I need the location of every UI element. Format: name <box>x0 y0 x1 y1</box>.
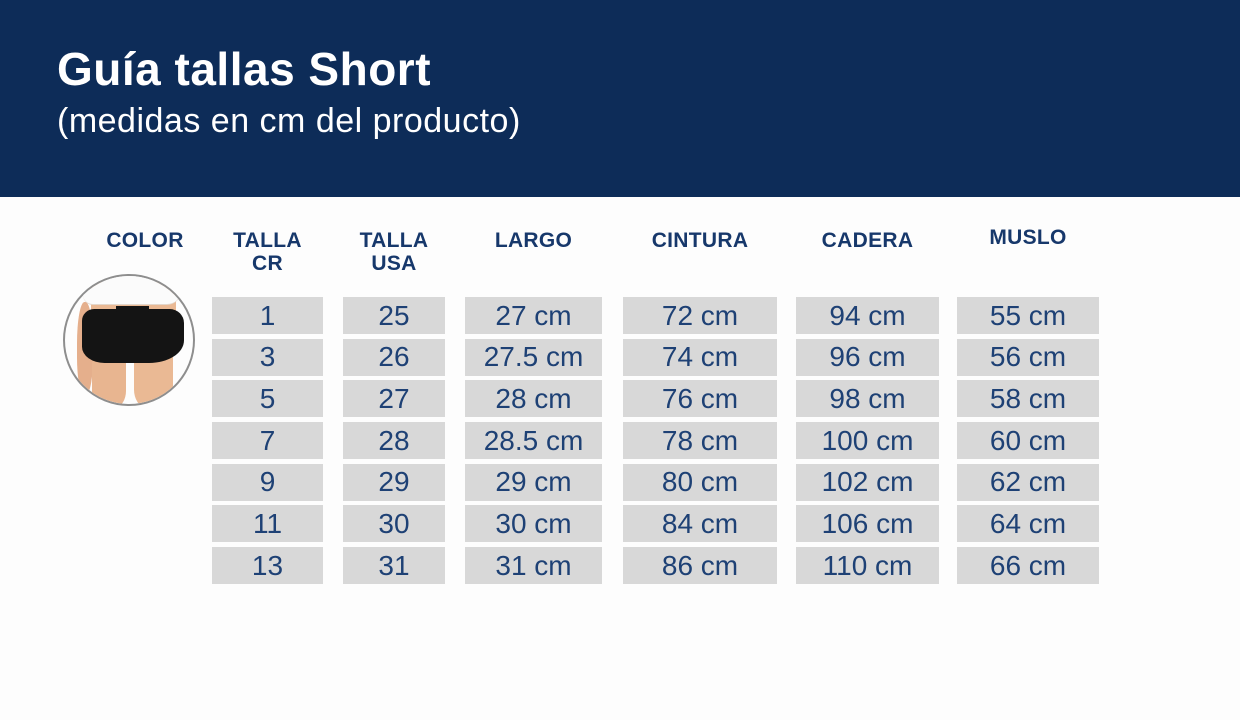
cell-cadera: 100 cm <box>796 422 939 460</box>
cell-talla-cr: 3 <box>212 338 323 376</box>
product-photo-black-shorts <box>63 274 195 406</box>
page-subtitle: (medidas en cm del producto) <box>57 102 521 140</box>
cell-largo: 31 cm <box>465 547 602 585</box>
cell-muslo: 60 cm <box>957 422 1099 460</box>
column-header-cintura: CINTURA <box>651 229 749 252</box>
cell-cadera: 94 cm <box>796 297 939 334</box>
column-header-muslo: MUSLO <box>989 226 1067 249</box>
cell-cintura: 76 cm <box>623 380 777 418</box>
column-header-cadera: CADERA <box>821 229 914 252</box>
black-shorts <box>81 306 185 364</box>
column-header-talla-cr: TALLA CR <box>233 229 302 275</box>
column-cintura: 72 cm 74 cm 76 cm 78 cm 80 cm 84 cm 86 c… <box>623 297 777 589</box>
column-largo: 27 cm 27.5 cm 28 cm 28.5 cm 29 cm 30 cm … <box>465 297 602 589</box>
cell-largo: 27.5 cm <box>465 338 602 376</box>
cell-talla-usa: 26 <box>343 338 445 376</box>
cell-talla-usa: 31 <box>343 547 445 585</box>
cell-cadera: 110 cm <box>796 547 939 585</box>
cell-talla-cr: 9 <box>212 463 323 501</box>
cell-talla-cr: 1 <box>212 297 323 334</box>
header-band: Guía tallas Short (medidas en cm del pro… <box>0 0 1240 197</box>
cell-cintura: 86 cm <box>623 547 777 585</box>
page-title: Guía tallas Short <box>57 43 432 95</box>
cell-talla-cr: 7 <box>212 422 323 460</box>
column-talla-usa: 25 26 27 28 29 30 31 <box>343 297 445 589</box>
cell-muslo: 55 cm <box>957 297 1099 334</box>
cell-cintura: 74 cm <box>623 338 777 376</box>
cell-cadera: 102 cm <box>796 463 939 501</box>
column-header-color: COLOR <box>106 229 184 252</box>
cell-cadera: 106 cm <box>796 505 939 543</box>
column-talla-cr: 1 3 5 7 9 11 13 <box>212 297 323 589</box>
column-header-talla-usa: TALLA USA <box>359 229 429 275</box>
cell-largo: 30 cm <box>465 505 602 543</box>
cell-largo: 28 cm <box>465 380 602 418</box>
cell-cadera: 98 cm <box>796 380 939 418</box>
cell-cintura: 80 cm <box>623 463 777 501</box>
cell-talla-cr: 11 <box>212 505 323 543</box>
column-header-largo: LARGO <box>494 229 573 252</box>
cell-talla-usa: 30 <box>343 505 445 543</box>
cell-talla-usa: 25 <box>343 297 445 334</box>
cell-talla-usa: 28 <box>343 422 445 460</box>
cell-muslo: 56 cm <box>957 338 1099 376</box>
cell-largo: 27 cm <box>465 297 602 334</box>
cell-muslo: 58 cm <box>957 380 1099 418</box>
cell-muslo: 64 cm <box>957 505 1099 543</box>
cell-muslo: 62 cm <box>957 463 1099 501</box>
cell-cintura: 72 cm <box>623 297 777 334</box>
cell-cintura: 84 cm <box>623 505 777 543</box>
cell-talla-cr: 13 <box>212 547 323 585</box>
cell-largo: 28.5 cm <box>465 422 602 460</box>
column-cadera: 94 cm 96 cm 98 cm 100 cm 102 cm 106 cm 1… <box>796 297 939 589</box>
model-white-top <box>82 276 182 306</box>
cell-talla-usa: 27 <box>343 380 445 418</box>
cell-talla-usa: 29 <box>343 463 445 501</box>
cell-largo: 29 cm <box>465 463 602 501</box>
column-muslo: 55 cm 56 cm 58 cm 60 cm 62 cm 64 cm 66 c… <box>957 297 1099 589</box>
cell-cintura: 78 cm <box>623 422 777 460</box>
cell-muslo: 66 cm <box>957 547 1099 585</box>
cell-cadera: 96 cm <box>796 338 939 376</box>
cell-talla-cr: 5 <box>212 380 323 418</box>
